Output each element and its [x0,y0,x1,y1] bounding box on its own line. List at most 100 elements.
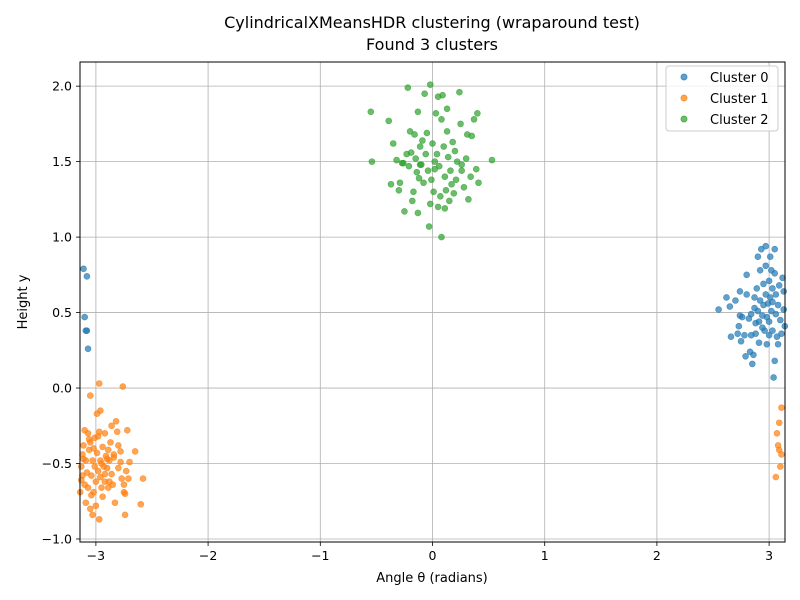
data-point [738,313,746,321]
data-point [89,457,96,464]
data-point [435,162,443,170]
data-point [715,306,722,313]
data-point [137,500,145,508]
data-point [765,277,773,285]
data-point [734,330,742,338]
data-point [760,280,767,288]
data-point [92,478,100,485]
data-point [108,422,115,430]
data-point [747,310,755,318]
data-point [460,183,468,191]
legend-label-cluster-0: Cluster 0 [710,71,769,86]
x-tick-label: −1 [311,548,329,563]
data-point [768,307,775,315]
data-point [80,455,87,463]
data-point [756,266,764,274]
data-point [93,449,101,457]
data-point [723,294,730,301]
data-point [416,161,424,168]
data-point [414,209,422,217]
data-point [389,140,397,147]
data-point [772,473,780,481]
y-axis-ticks: −1.0 −0.5 0.0 0.5 1.0 1.5 2.0 [42,79,80,546]
data-point [97,473,104,481]
data-point [104,446,112,454]
data-point [121,490,129,498]
data-point [431,165,439,173]
data-point [395,187,403,194]
data-point [441,173,449,181]
y-tick-label: 1.0 [52,230,72,245]
data-point [407,149,415,156]
data-point [771,357,779,365]
data-point [86,505,94,513]
data-point [462,155,470,162]
data-point [408,197,416,205]
data-point [741,331,748,339]
data-point [125,475,132,482]
y-tick-label: 0.5 [52,305,72,320]
legend-label-cluster-2: Cluster 2 [710,113,769,128]
data-point [771,270,779,277]
data-point [456,88,463,96]
data-point [420,179,427,187]
data-point [761,327,768,334]
data-point [414,108,422,116]
data-point [398,159,406,167]
data-point [106,478,113,485]
series-cluster-0 [80,242,789,381]
data-point [752,330,759,338]
legend-box [665,65,779,132]
data-point [84,430,92,437]
data-point [81,313,88,321]
data-point [426,81,434,88]
data-point [775,419,783,427]
data-point [748,360,756,368]
legend-marker-cluster-1 [680,94,688,102]
legend-marker-cluster-2 [680,115,688,123]
data-point [90,445,97,452]
data-point [458,161,465,168]
data-point [82,499,90,507]
data-point [763,340,771,348]
data-point [404,84,412,91]
data-point [726,303,734,310]
data-point [774,301,782,309]
data-point [468,132,476,140]
data-point [779,274,786,282]
data-point [367,108,375,116]
data-point [84,484,92,491]
data-point [89,511,96,519]
data-point [425,223,433,230]
data-point [765,331,773,339]
data-point [727,333,735,341]
data-point [762,262,770,270]
data-point [769,285,776,292]
data-point [735,322,743,330]
series-cluster-2 [367,81,496,241]
data-point [124,426,131,434]
data-point [432,110,440,117]
data-point [743,291,750,298]
data-point [450,190,458,197]
data-point [431,158,439,165]
x-tick-label: 2 [653,548,661,563]
data-point [368,158,376,165]
data-point [101,430,109,437]
data-point [772,291,780,298]
data-point [99,443,106,451]
data-point [488,156,496,164]
legend-label-cluster-1: Cluster 1 [710,92,769,107]
data-point [410,188,417,196]
data-point [422,150,430,158]
data-point [756,297,764,304]
data-point [84,345,92,353]
data-point [83,327,91,334]
y-axis-label: Height y [16,274,31,329]
data-point [475,179,482,187]
x-tick-label: −3 [87,548,105,563]
data-point [112,417,120,425]
data-point [438,116,445,123]
data-point [107,439,114,446]
